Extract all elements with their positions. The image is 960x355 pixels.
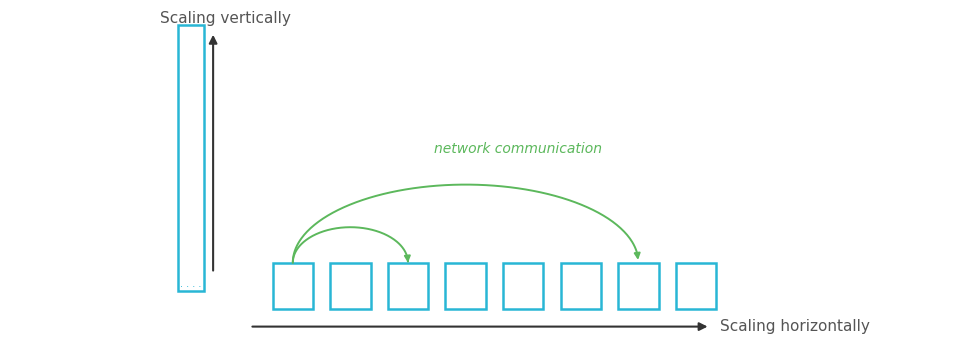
Text: Scaling horizontally: Scaling horizontally [720,319,870,334]
Bar [445,263,486,309]
Bar [273,263,313,309]
Text: network communication: network communication [435,142,603,156]
Text: . . . .: . . . . [180,279,202,289]
Bar [178,25,204,291]
Bar [330,263,371,309]
Bar [503,263,543,309]
Text: Scaling vertically: Scaling vertically [160,11,291,26]
Bar [561,263,601,309]
Bar [618,263,659,309]
Bar [388,263,428,309]
Bar [676,263,716,309]
